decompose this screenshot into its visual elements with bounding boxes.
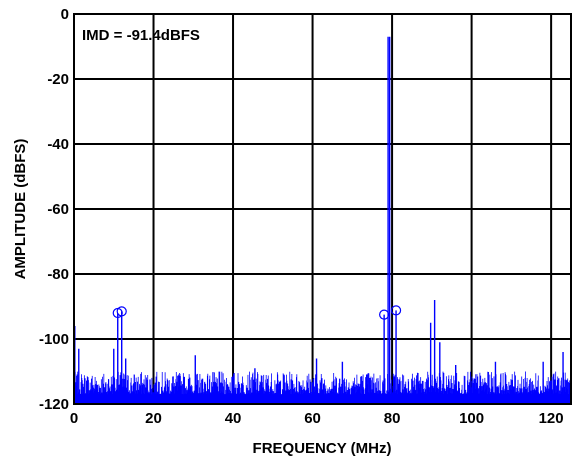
x-tick-label: 40 — [225, 410, 242, 427]
imd-marker — [116, 306, 127, 317]
y-tick-label: -60 — [47, 201, 69, 218]
x-tick-label: 100 — [459, 410, 484, 427]
x-tick-label: 20 — [145, 410, 162, 427]
y-tick-label: -40 — [47, 136, 69, 153]
x-tick-label: 80 — [384, 410, 401, 427]
peak-markers — [112, 305, 402, 320]
grid-lines — [74, 14, 571, 404]
y-tick-label: -80 — [47, 266, 69, 283]
imd-annotation: IMD = -91.4dBFS — [82, 27, 200, 44]
x-tick-label: 0 — [70, 410, 78, 427]
x-axis-title: FREQUENCY (MHz) — [253, 440, 392, 457]
x-tick-label: 120 — [539, 410, 564, 427]
imd-marker — [379, 309, 390, 320]
y-axis-ticks: 0 -20 -40 -60 -80 -100 -120 — [39, 6, 69, 413]
y-tick-label: -100 — [39, 331, 69, 348]
y-tick-label: -20 — [47, 71, 69, 88]
plot-frame — [73, 13, 572, 405]
y-tick-label: 0 — [61, 6, 69, 23]
y-axis-title: AMPLITUDE (dBFS) — [12, 139, 29, 280]
x-axis-ticks: 0 20 40 60 80 100 120 — [70, 410, 564, 427]
y-tick-label: -120 — [39, 396, 69, 413]
imd-marker — [390, 305, 402, 316]
x-tick-label: 60 — [304, 410, 321, 427]
